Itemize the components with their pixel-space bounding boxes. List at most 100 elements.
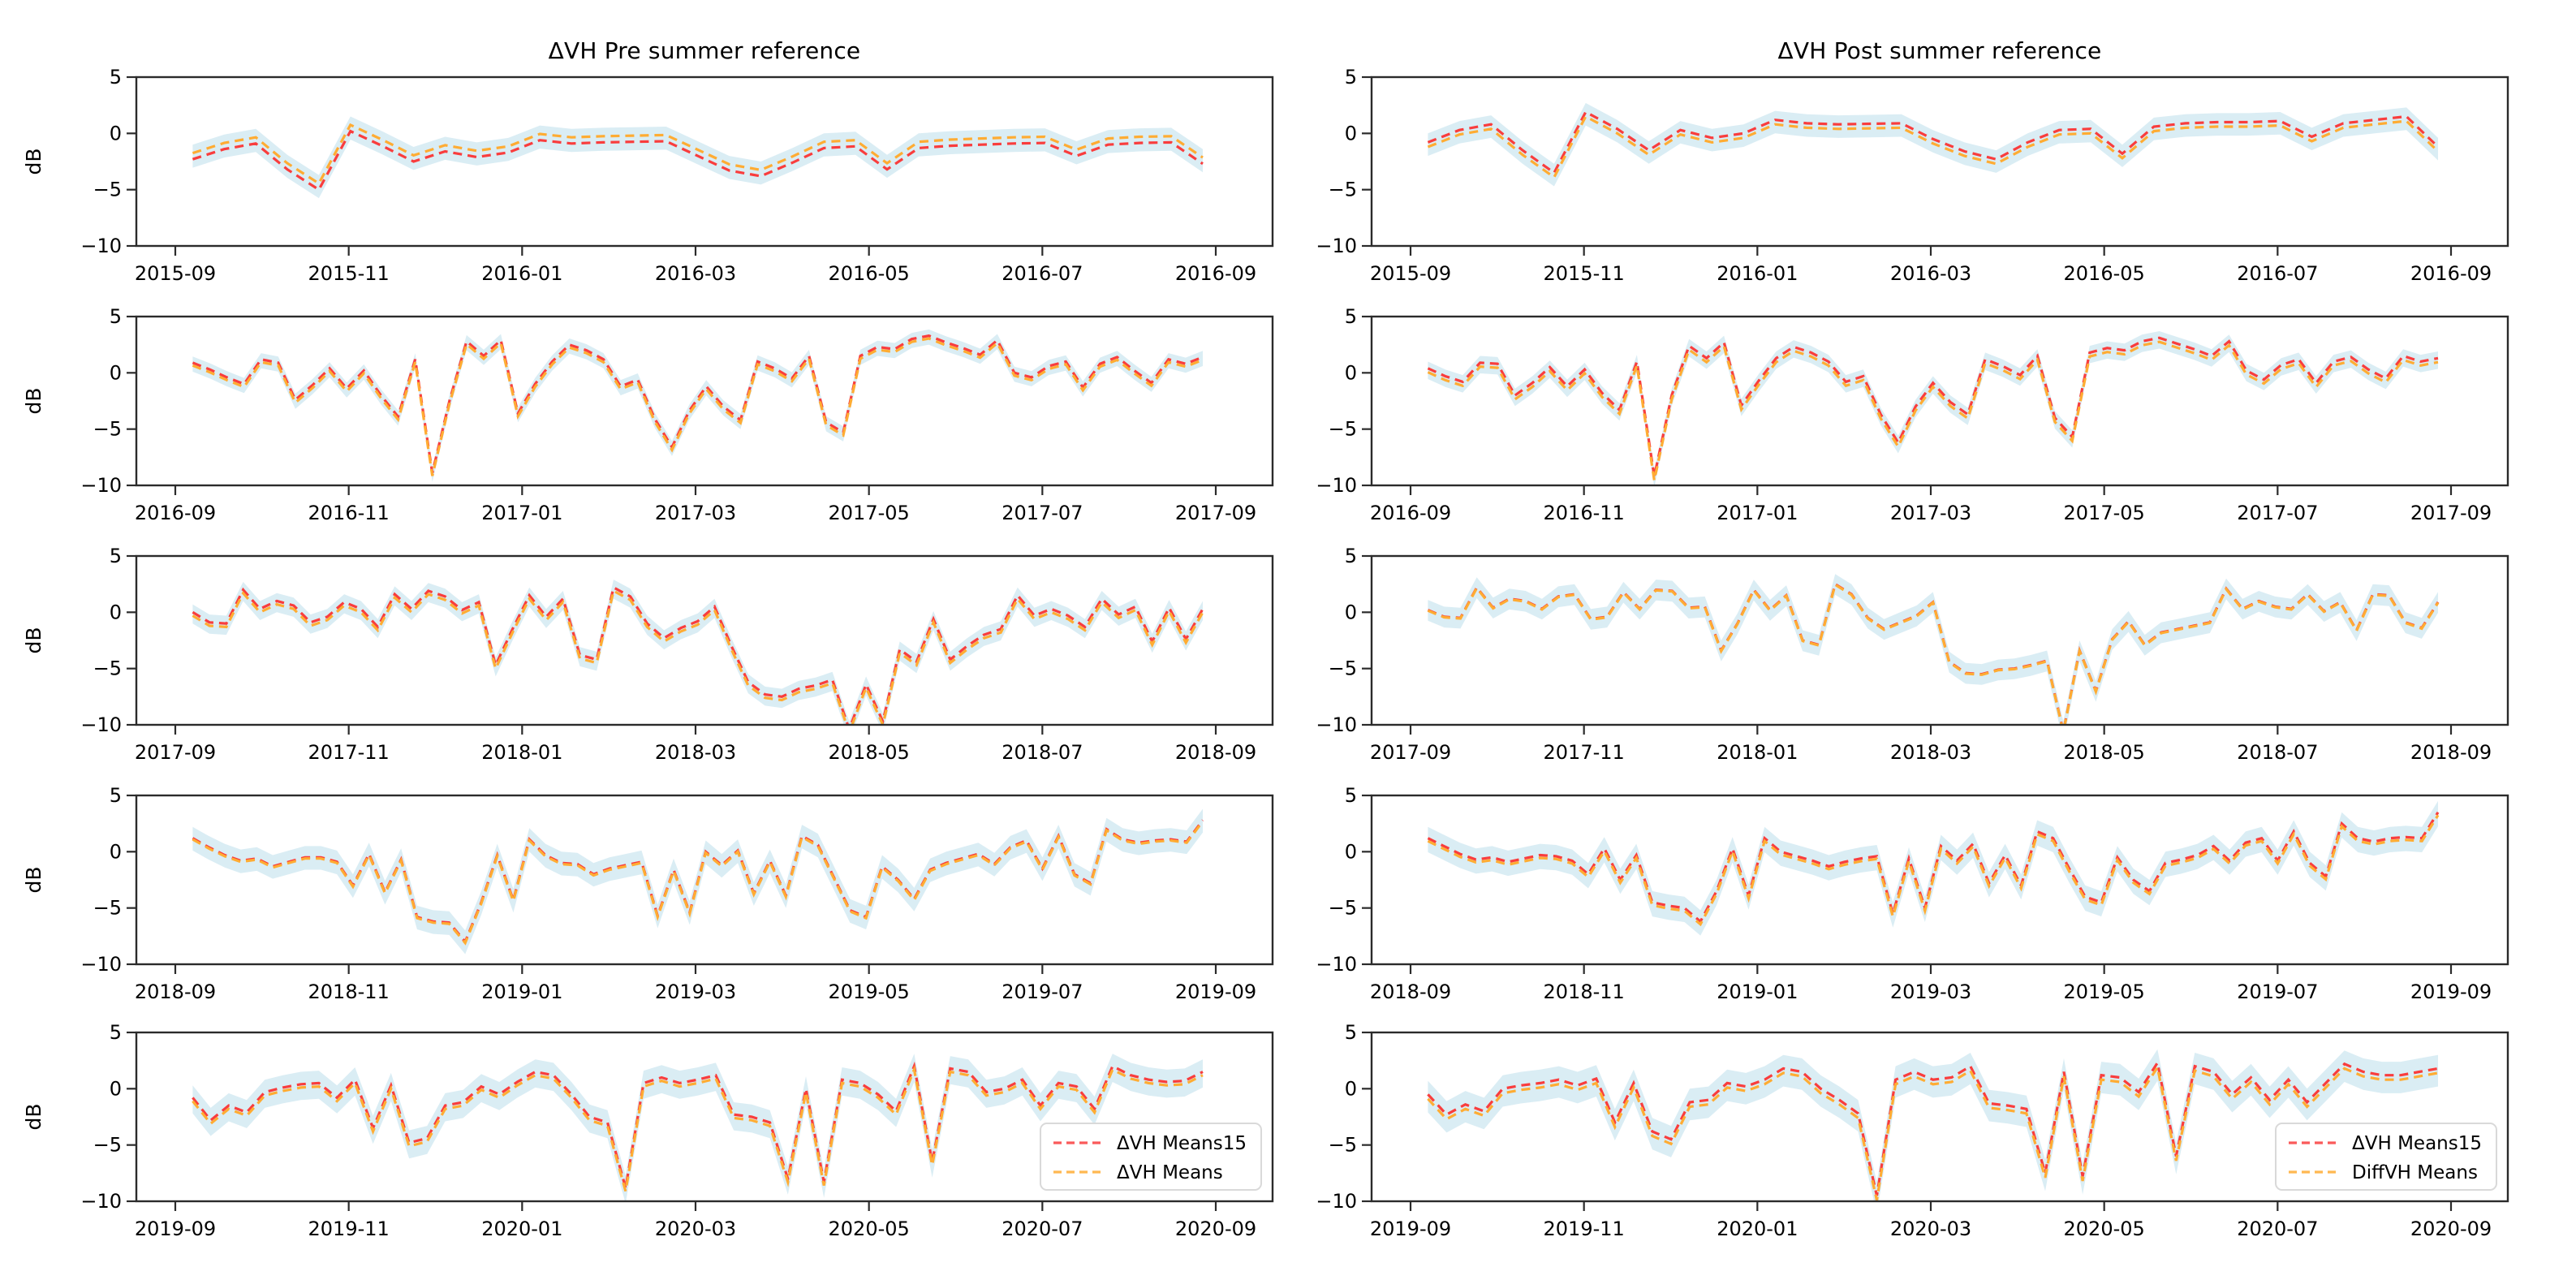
x-tick-label: 2018-11: [1544, 980, 1625, 1003]
x-tick-label: 2017-11: [308, 741, 390, 764]
x-tick-label: 2020-07: [2237, 1218, 2318, 1240]
confidence-band: [1428, 331, 2438, 485]
x-tick-label: 2020-05: [829, 1218, 910, 1240]
y-tick-label: −5: [1329, 179, 1357, 201]
y-tick-label: −10: [80, 953, 122, 976]
x-tick-label: 2016-09: [1370, 502, 1451, 524]
axes-frame: [1370, 554, 2509, 726]
series-red-line: [192, 1061, 1204, 1188]
x-tick-label: 2018-05: [2064, 741, 2145, 764]
y-tick-label: 0: [1345, 840, 1357, 863]
x-tick-label: 2019-09: [2410, 980, 2492, 1003]
y-tick-label: 0: [1345, 361, 1357, 384]
x-tick-label: 2017-03: [1890, 502, 1971, 524]
axes-frame: [135, 1031, 1274, 1203]
y-tick-label: −5: [1329, 1134, 1357, 1157]
x-tick-label: 2018-07: [1002, 741, 1083, 764]
subplot-pre-2018-2019: 5 0 −5 −10 2018-09 2018-11 2019-01 2019-03 2019-…: [22, 784, 1274, 1003]
x-tick-label: 2018-05: [829, 741, 910, 764]
legend: ΔVH Means15 ΔVH Means: [1040, 1123, 1262, 1191]
x-tick-label: 2019-01: [481, 980, 562, 1003]
x-tick-label: 2019-09: [1175, 980, 1256, 1003]
x-tick-label: 2017-09: [2410, 502, 2492, 524]
y-tick-label: −5: [1329, 418, 1357, 441]
x-tick-label: 2019-05: [2064, 980, 2145, 1003]
confidence-band: [192, 580, 1203, 725]
y-tick-label: −5: [93, 657, 122, 680]
legend: ΔVH Means15 DiffVH Means: [2275, 1123, 2497, 1191]
legend-label: ΔVH Means15: [2352, 1133, 2482, 1154]
x-tick-label: 2020-03: [655, 1218, 736, 1240]
confidence-band: [192, 1054, 1203, 1201]
confidence-band: [192, 329, 1203, 482]
y-tick-label: 0: [1345, 1077, 1357, 1100]
x-tick-label: 2016-09: [2410, 262, 2492, 285]
y-tick-label: 0: [110, 361, 122, 384]
y-tick-label: 5: [1345, 784, 1357, 807]
x-tick-label: 2016-09: [1175, 262, 1256, 285]
y-tick-label: −10: [80, 235, 122, 257]
y-tick-label: 5: [110, 545, 122, 567]
y-tick-label: 0: [110, 1077, 122, 1100]
axes-frame: [135, 794, 1274, 966]
x-tick-label: 2017-09: [1175, 502, 1256, 524]
series-red-line: [192, 585, 1204, 725]
series-red-line: [1427, 336, 2439, 477]
y-tick-label: −10: [1316, 713, 1357, 736]
y-tick-label: 0: [110, 122, 122, 144]
x-tick-label: 2020-01: [1717, 1218, 1798, 1240]
x-tick-label: 2015-11: [308, 262, 390, 285]
confidence-band: [1428, 574, 2438, 725]
y-axis-label: dB: [22, 866, 45, 893]
y-tick-label: 5: [110, 305, 122, 328]
series-orange-line: [1427, 1063, 2439, 1200]
axes-frame: [1370, 315, 2509, 487]
x-tick-label: 2017-09: [135, 741, 216, 764]
y-tick-label: 5: [1345, 1021, 1357, 1044]
legend-label: ΔVH Means15: [1117, 1133, 1247, 1154]
axes-frame: [135, 554, 1274, 726]
series-orange-line: [1427, 114, 2440, 179]
x-tick-label: 2016-01: [481, 262, 562, 285]
y-tick-label: 5: [1345, 545, 1357, 567]
x-tick-label: 2019-11: [1544, 1218, 1625, 1240]
x-tick-label: 2019-05: [829, 980, 910, 1003]
y-tick-label: −5: [93, 179, 122, 201]
y-tick-label: 0: [1345, 601, 1357, 623]
x-tick-label: 2019-07: [2237, 980, 2318, 1003]
series-red-line: [192, 334, 1204, 474]
x-tick-label: 2017-05: [829, 502, 910, 524]
x-tick-label: 2015-09: [135, 262, 216, 285]
x-tick-label: 2016-05: [2064, 262, 2145, 285]
series-red-line: [192, 129, 1204, 192]
x-tick-label: 2018-01: [1717, 741, 1798, 764]
x-tick-label: 2018-01: [481, 741, 562, 764]
y-tick-label: 0: [110, 840, 122, 863]
y-tick-label: −10: [80, 474, 122, 497]
y-tick-label: 0: [110, 601, 122, 623]
y-tick-label: −5: [1329, 657, 1357, 680]
series-red-line: [1427, 1059, 2439, 1196]
subplot-post-2019-2020: 5 0 −5 −10 2019-09 2019-11 2020-01 2020-03 2020-…: [1316, 1021, 2509, 1240]
x-tick-label: 2018-11: [308, 980, 390, 1003]
x-tick-label: 2017-01: [1717, 502, 1798, 524]
subplot-pre-2019-2020: 5 0 −5 −10 2019-09 2019-11 2020-01 2020-03 2020-…: [22, 1021, 1274, 1240]
confidence-band: [1428, 800, 2438, 936]
x-tick-label: 2018-09: [1175, 741, 1256, 764]
x-tick-label: 2018-03: [655, 741, 736, 764]
x-tick-label: 2016-07: [1002, 262, 1083, 285]
x-tick-label: 2017-01: [481, 502, 562, 524]
x-tick-label: 2016-01: [1717, 262, 1798, 285]
x-tick-label: 2017-09: [1370, 741, 1451, 764]
y-tick-label: −10: [1316, 235, 1357, 257]
x-tick-label: 2017-03: [655, 502, 736, 524]
subplot-post-2016-2017: 5 0 −5 −10 2016-09 2016-11 2017-01 2017-03 2017-…: [1316, 305, 2509, 524]
x-tick-label: 2019-09: [135, 1218, 216, 1240]
x-tick-label: 2020-09: [2410, 1218, 2492, 1240]
y-tick-label: −5: [93, 897, 122, 920]
x-tick-label: 2016-05: [829, 262, 910, 285]
y-tick-label: 0: [1345, 122, 1357, 144]
series-orange-line: [192, 820, 1204, 946]
subplot-pre-2016-2017: 5 0 −5 −10 2016-09 2016-11 2017-01 2017-03 2017-…: [22, 305, 1274, 524]
